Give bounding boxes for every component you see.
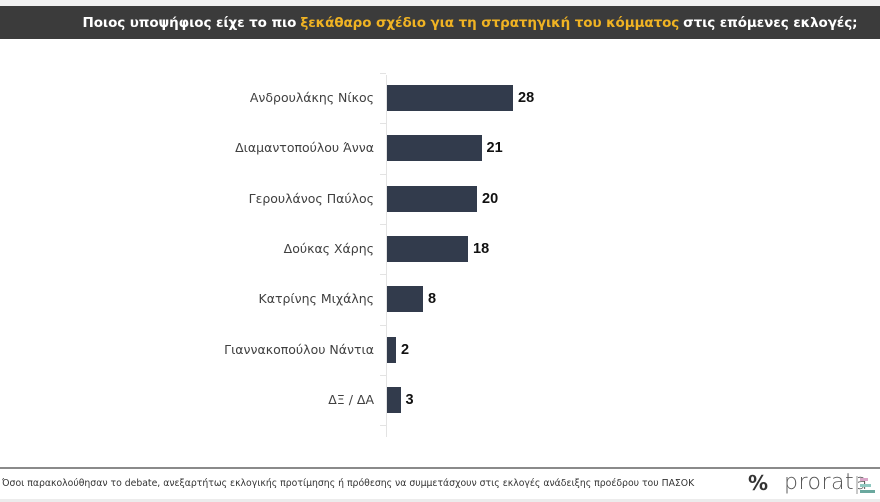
value-label: 21 <box>486 140 503 157</box>
category-label: Κατρίνης Μιχάλης <box>258 291 374 307</box>
axis-tick <box>380 374 386 376</box>
bar <box>387 235 468 262</box>
category-label: Γιαννακοπούλου Νάντια <box>224 341 374 357</box>
bar-row: Γερουλάνος Παύλος 20 <box>0 185 880 212</box>
bar <box>387 135 482 162</box>
bar-chart: Ανδρουλάκης Νίκος 28 Διαμαντοπούλου Άννα 21… <box>0 60 880 440</box>
percent-icon: % <box>748 471 769 495</box>
brand-logo-text: prorata <box>784 470 869 495</box>
axis-tick <box>380 274 386 276</box>
bottom-strip <box>0 499 880 502</box>
title-text-highlight: ξεκάθαρο σχέδιο για τη στρατηγική του κό… <box>300 14 680 31</box>
category-label: Δούκας Χάρης <box>283 240 374 256</box>
axis-tick <box>380 173 386 175</box>
chart-title-bar: Ποιος υποψήφιος είχε το πιο ξεκάθαρο σχέ… <box>0 6 880 39</box>
bar-row: Ανδρουλάκης Νίκος 28 <box>0 85 880 111</box>
bar <box>387 85 513 111</box>
bar <box>387 286 423 313</box>
category-label: Διαμαντοπούλου Άννα <box>235 140 374 156</box>
bar <box>387 336 396 363</box>
title-text-pre: Ποιος υποψήφιος είχε το πιο <box>82 14 297 31</box>
category-label: ΔΞ / ΔΑ <box>328 391 374 407</box>
bar-row: Διαμαντοπούλου Άννα 21 <box>0 135 880 162</box>
axis-tick <box>380 223 386 225</box>
bar <box>387 185 477 212</box>
footer-note: Όσοι παρακολούθησαν το debate, ανεξαρτήτ… <box>2 478 695 489</box>
category-label: Ανδρουλάκης Νίκος <box>249 90 374 105</box>
category-label: Γερουλάνος Παύλος <box>248 190 374 206</box>
value-label: 28 <box>518 90 535 106</box>
bar-row: Κατρίνης Μιχάλης 8 <box>0 286 880 313</box>
value-label: 18 <box>473 240 490 257</box>
footer-divider <box>0 467 880 469</box>
value-label: 2 <box>401 341 410 358</box>
axis-tick <box>380 324 386 326</box>
bar-row: Δούκας Χάρης 18 <box>0 235 880 262</box>
value-label: 20 <box>482 190 499 207</box>
axis-tick <box>380 123 386 125</box>
value-label: 3 <box>405 391 414 408</box>
title-text-post: στις επόμενες εκλογές; <box>683 14 858 31</box>
bar-row: ΔΞ / ΔΑ 3 <box>0 386 880 413</box>
top-strip <box>0 0 880 6</box>
value-label: 8 <box>428 291 437 308</box>
axis-tick <box>380 425 386 427</box>
bar-row: Γιαννακοπούλου Νάντια 2 <box>0 336 880 363</box>
y-axis-line <box>386 75 387 437</box>
brand-bars-icon <box>856 476 876 494</box>
axis-tick <box>380 73 386 74</box>
footer: Όσοι παρακολούθησαν το debate, ανεξαρτήτ… <box>0 469 880 499</box>
bar <box>387 386 401 413</box>
